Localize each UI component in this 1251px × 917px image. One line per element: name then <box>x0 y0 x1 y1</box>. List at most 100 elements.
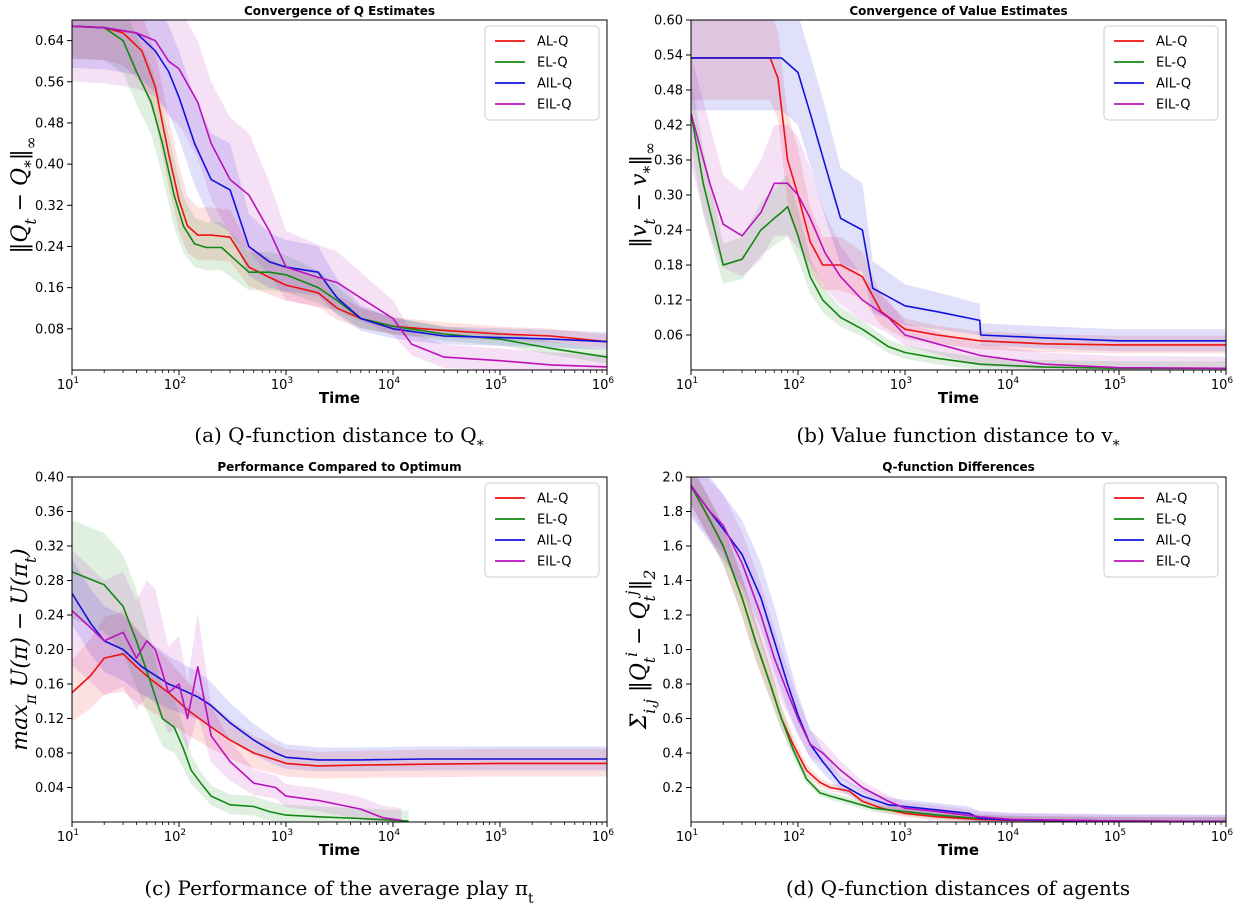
legend-entry-ail-q: AIL-Q <box>1156 534 1191 549</box>
series-line-eil-q <box>691 113 1226 370</box>
figure-caption: (b) Value function distance to v* <box>796 423 1119 454</box>
x-tick-label: 106 <box>1211 376 1234 393</box>
legend-entry-ail-q: AIL-Q <box>1156 77 1191 92</box>
legend-entry-eil-q: EIL-Q <box>1156 555 1190 570</box>
legend-entry-el-q: EL-Q <box>537 513 568 528</box>
series-line-el-q <box>72 571 409 822</box>
y-tick-label: 0.42 <box>654 119 683 134</box>
legend-entry-eil-q: EIL-Q <box>537 555 571 570</box>
y-axis-label: maxπ U(π) − U(πt) <box>8 548 40 750</box>
y-tick-label: 0.4 <box>662 747 683 762</box>
legend: AL-Q EL-Q AIL-Q EIL-Q <box>484 482 600 578</box>
series-line-ail-q <box>691 57 1226 342</box>
series-line-eil-q <box>72 610 402 822</box>
figure-caption: (c) Performance of the average play πt <box>144 876 534 907</box>
series-line-el-q <box>691 113 1226 370</box>
band-eil-q <box>72 550 402 822</box>
y-tick-label: 0.2 <box>662 781 683 796</box>
y-tick-label: 0.24 <box>35 609 64 624</box>
y-tick-label: 0.6 <box>662 712 683 727</box>
y-tick-label: 0.32 <box>35 540 64 555</box>
y-tick-label: 0.56 <box>35 75 64 90</box>
y-tick-label: 0.20 <box>35 643 64 658</box>
y-tick-label: 0.40 <box>35 471 64 486</box>
y-axis: 0.04 0.08 0.12 0.16 0.20 0.24 0.28 0.32 0.36 0.40 <box>35 471 72 796</box>
band-ail-q <box>691 20 1226 352</box>
y-tick-label: 0.36 <box>35 505 64 520</box>
legend-entry-al-q: AL-Q <box>1156 492 1187 507</box>
y-tick-label: 1.6 <box>662 540 683 555</box>
x-tick-label: 104 <box>378 376 401 393</box>
plot-area <box>691 20 1226 370</box>
axes-frame <box>71 19 608 371</box>
legend-entry-eil-q: EIL-Q <box>537 98 571 113</box>
band-el-q <box>72 520 409 822</box>
x-tick-label: 106 <box>1211 828 1234 845</box>
x-tick-label: 106 <box>592 828 615 845</box>
legend: AL-Q EL-Q AIL-Q EIL-Q <box>1103 482 1219 578</box>
y-tick-label: 0.08 <box>35 322 64 337</box>
y-axis-label: Σi,j ‖Qti − Qtj‖2 <box>623 570 659 731</box>
y-tick-label: 0.32 <box>35 199 64 214</box>
y-axis-label: ‖Qt − Q*‖∞ <box>8 136 40 253</box>
y-axis: 0.08 0.16 0.24 0.32 0.40 0.48 0.56 0.64 <box>35 34 72 337</box>
legend-entry-el-q: EL-Q <box>537 56 568 71</box>
x-tick-label: 101 <box>676 376 698 393</box>
y-tick-label: 0.40 <box>35 158 64 173</box>
legend-box <box>1103 25 1219 121</box>
y-tick-label: 0.24 <box>35 240 64 255</box>
legend-box <box>1103 482 1219 578</box>
figure-caption: (a) Q-function distance to Q* <box>194 423 483 454</box>
y-tick-label: 1.0 <box>662 643 683 658</box>
legend: AL-Q EL-Q AIL-Q EIL-Q <box>484 25 600 121</box>
x-tick-label: 105 <box>1104 376 1126 393</box>
band-eil-q <box>72 20 607 370</box>
legend-entry-ail-q: AIL-Q <box>537 534 572 549</box>
x-tick-label: 101 <box>57 376 79 393</box>
series-line-ail-q <box>691 485 1226 822</box>
band-eil-q <box>691 55 1226 370</box>
y-tick-label: 0.48 <box>654 84 683 99</box>
y-tick-label: 0.8 <box>662 678 683 693</box>
series-line-al-q <box>72 25 607 343</box>
y-tick-label: 0.12 <box>654 294 683 309</box>
x-axis: 101 102 103 104 105 106 <box>57 370 614 393</box>
band-el-q <box>691 78 1226 370</box>
y-tick-label: 0.06 <box>654 329 683 344</box>
plot-area <box>72 20 607 370</box>
x-tick-label: 104 <box>997 828 1020 845</box>
series-line-eil-q <box>691 485 1226 822</box>
band-al-q <box>72 611 607 779</box>
x-tick-label: 101 <box>57 828 79 845</box>
x-axis: 101 102 103 104 105 106 <box>676 822 1234 845</box>
y-tick-label: 0.04 <box>35 781 64 796</box>
legend: AL-Q EL-Q AIL-Q EIL-Q <box>1103 25 1219 121</box>
x-tick-label: 102 <box>164 376 186 393</box>
plot-area <box>72 520 607 822</box>
band-al-q <box>72 20 607 349</box>
y-tick-label: 1.4 <box>662 574 683 589</box>
legend-entry-el-q: EL-Q <box>1156 56 1187 71</box>
band-el-q <box>72 20 607 364</box>
chart-title: Performance Compared to Optimum <box>217 460 461 474</box>
x-tick-label: 103 <box>890 376 912 393</box>
legend-entry-el-q: EL-Q <box>1156 513 1187 528</box>
y-tick-label: 0.28 <box>35 574 64 589</box>
x-tick-label: 103 <box>271 376 293 393</box>
x-tick-label: 105 <box>485 828 507 845</box>
legend-entry-eil-q: EIL-Q <box>1156 98 1190 113</box>
x-axis: 101 102 103 104 105 106 <box>57 822 615 845</box>
y-tick-label: 0.54 <box>654 49 683 64</box>
y-tick-label: 0.16 <box>35 678 64 693</box>
y-axis: 0.06 0.12 0.18 0.24 0.30 0.36 0.42 0.48 0.54 0.60 <box>654 14 691 344</box>
series-line-ail-q <box>72 592 607 761</box>
y-tick-label: 0.18 <box>654 259 683 274</box>
x-tick-label: 102 <box>783 828 805 845</box>
x-tick-label: 102 <box>783 376 805 393</box>
chart-panel-c: Performance Compared to Optimum 101 102 103… <box>8 460 614 907</box>
y-tick-label: 0.08 <box>35 747 64 762</box>
legend-entry-ail-q: AIL-Q <box>537 77 572 92</box>
